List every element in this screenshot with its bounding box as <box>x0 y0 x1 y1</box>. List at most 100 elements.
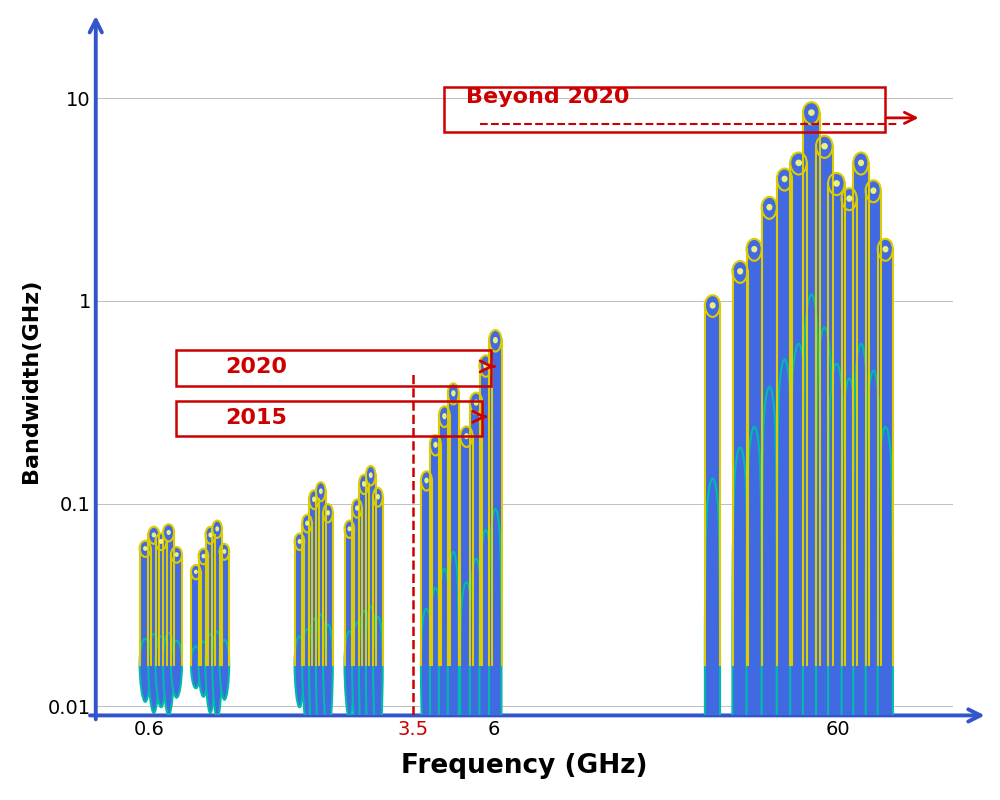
Ellipse shape <box>191 646 201 688</box>
Ellipse shape <box>295 534 304 550</box>
Ellipse shape <box>803 102 820 124</box>
Ellipse shape <box>298 539 301 544</box>
Ellipse shape <box>140 541 151 557</box>
Ellipse shape <box>790 344 807 800</box>
Ellipse shape <box>878 427 893 800</box>
Ellipse shape <box>421 609 432 800</box>
Ellipse shape <box>362 481 366 486</box>
Ellipse shape <box>777 169 792 190</box>
Bar <box>866 190 881 665</box>
Ellipse shape <box>430 588 441 800</box>
Ellipse shape <box>846 195 852 202</box>
Bar <box>777 179 792 665</box>
Bar <box>762 207 777 665</box>
Ellipse shape <box>166 530 171 535</box>
Ellipse shape <box>747 239 762 261</box>
Ellipse shape <box>777 359 792 800</box>
Bar <box>448 394 459 665</box>
Ellipse shape <box>323 625 333 741</box>
Bar <box>199 556 208 665</box>
Ellipse shape <box>842 188 857 210</box>
Ellipse shape <box>882 246 888 253</box>
Ellipse shape <box>470 558 482 800</box>
Ellipse shape <box>842 378 857 800</box>
Bar <box>705 306 720 665</box>
Ellipse shape <box>474 399 479 406</box>
Ellipse shape <box>305 521 309 526</box>
Bar <box>373 497 383 665</box>
Bar <box>803 113 820 665</box>
Ellipse shape <box>470 393 482 414</box>
Ellipse shape <box>448 383 459 405</box>
Y-axis label: Bandwidth(GHz): Bandwidth(GHz) <box>21 278 41 483</box>
Ellipse shape <box>319 489 323 494</box>
Ellipse shape <box>782 176 788 182</box>
Ellipse shape <box>302 514 312 533</box>
Ellipse shape <box>853 344 868 800</box>
Ellipse shape <box>202 554 205 558</box>
Bar <box>345 529 354 665</box>
Ellipse shape <box>352 622 362 750</box>
Ellipse shape <box>821 143 828 150</box>
Ellipse shape <box>345 521 354 538</box>
Bar <box>480 366 492 665</box>
Ellipse shape <box>171 547 182 562</box>
Ellipse shape <box>347 526 351 531</box>
Ellipse shape <box>323 504 333 522</box>
Bar <box>191 572 201 665</box>
Ellipse shape <box>302 629 312 726</box>
Ellipse shape <box>732 261 748 283</box>
Ellipse shape <box>163 524 174 542</box>
Bar <box>421 481 432 665</box>
Bar <box>156 542 167 665</box>
Ellipse shape <box>816 136 833 158</box>
Text: 2020: 2020 <box>225 357 287 377</box>
Ellipse shape <box>359 610 369 800</box>
Ellipse shape <box>790 153 807 174</box>
Ellipse shape <box>479 530 492 800</box>
Ellipse shape <box>373 617 383 777</box>
Bar <box>366 475 376 665</box>
Ellipse shape <box>439 569 450 800</box>
Bar <box>220 551 229 665</box>
Ellipse shape <box>212 521 222 538</box>
Text: 2015: 2015 <box>225 408 287 428</box>
Ellipse shape <box>199 549 208 564</box>
Ellipse shape <box>152 532 156 538</box>
Bar <box>171 554 182 665</box>
Ellipse shape <box>316 482 326 502</box>
Ellipse shape <box>737 268 743 274</box>
Ellipse shape <box>489 509 501 800</box>
Ellipse shape <box>148 526 159 544</box>
Ellipse shape <box>795 159 802 166</box>
Ellipse shape <box>208 532 212 538</box>
Ellipse shape <box>199 642 208 697</box>
Bar <box>206 535 215 665</box>
Ellipse shape <box>430 435 441 455</box>
Ellipse shape <box>215 526 219 531</box>
Ellipse shape <box>421 471 432 490</box>
Ellipse shape <box>762 387 777 800</box>
Ellipse shape <box>326 510 330 515</box>
Ellipse shape <box>316 614 326 795</box>
Bar <box>140 549 151 665</box>
Bar <box>470 402 482 665</box>
Ellipse shape <box>747 427 762 800</box>
Ellipse shape <box>366 466 376 486</box>
Ellipse shape <box>433 442 438 448</box>
Bar <box>878 249 893 665</box>
Ellipse shape <box>312 497 316 502</box>
Ellipse shape <box>766 204 772 210</box>
Bar <box>816 146 833 665</box>
Bar <box>352 508 362 665</box>
Ellipse shape <box>493 337 498 343</box>
Ellipse shape <box>191 565 201 579</box>
Ellipse shape <box>705 478 720 800</box>
Ellipse shape <box>751 246 757 253</box>
Ellipse shape <box>808 110 815 116</box>
Ellipse shape <box>309 490 319 509</box>
Ellipse shape <box>355 506 359 511</box>
Bar <box>316 491 326 665</box>
Ellipse shape <box>710 302 716 309</box>
Ellipse shape <box>352 499 362 518</box>
